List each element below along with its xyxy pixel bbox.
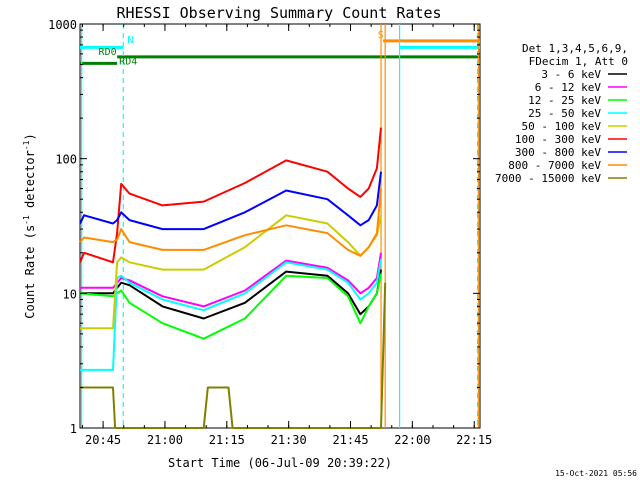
x-axis-label: Start Time (06-Jul-09 20:39:22): [168, 456, 392, 470]
legend-entry-label: 3 - 6 keV: [541, 68, 601, 81]
series-line: [80, 252, 382, 308]
series-line: [80, 258, 382, 371]
chart-title: RHESSI Observing Summary Count Rates: [116, 4, 441, 22]
x-tick-label: 21:30: [271, 433, 307, 447]
legend-header-line: FDecim 1, Att 0: [529, 55, 628, 68]
x-tick-label: 22:00: [394, 433, 430, 447]
legend-entry-label: 300 - 800 keV: [515, 146, 601, 159]
legend-entry-label: 25 - 50 keV: [528, 107, 601, 120]
instrument-markers: [80, 24, 480, 428]
annotation-label: RD0: [99, 47, 117, 58]
y-tick-label: 10: [63, 287, 77, 301]
y-axis-label-unit: detector: [23, 150, 37, 215]
legend: Det 1,3,4,5,6,9, FDecim 1, Att 0 3 - 6 k…: [495, 42, 628, 185]
legend-header-line: Det 1,3,4,5,6,9,: [522, 42, 628, 55]
y-tick-label: 100: [55, 153, 77, 167]
series-line: [79, 273, 382, 340]
y-axis-label-start: Count Rate (s: [23, 225, 37, 319]
legend-entry-label: 800 - 7000 keV: [508, 159, 601, 172]
x-tick-label: 22:15: [456, 433, 492, 447]
date-stamp: 15-Oct-2021 05:56: [555, 469, 637, 478]
legend-entry-label: 100 - 300 keV: [515, 133, 601, 146]
y-tick-label: 1000: [48, 18, 77, 32]
series-line: [79, 127, 382, 264]
annotation-label: N: [127, 35, 133, 46]
y-axis-label-exponent-1: -1: [22, 215, 31, 225]
legend-entry-label: 12 - 25 keV: [528, 94, 601, 107]
series-lines: [79, 127, 387, 429]
legend-entry-label: 6 - 12 keV: [535, 81, 602, 94]
legend-entry-label: 7000 - 15000 keV: [495, 172, 601, 185]
annotation-label: S: [378, 30, 384, 41]
x-tick-label: 20:45: [85, 433, 121, 447]
series-line: [79, 188, 382, 257]
annotation-label: RD4: [119, 57, 137, 68]
y-tick-label: 1: [70, 422, 77, 436]
y-axis-label: Count Rate (s-1 detector-1): [22, 133, 37, 318]
x-tick-label: 21:45: [332, 433, 368, 447]
x-axis: 20:45 21:00 21:15 21:30 21:45 22:00 22:15: [81, 24, 492, 447]
series-line: [80, 282, 387, 429]
y-axis-label-exponent-2: -1: [22, 140, 31, 150]
legend-entry-label: 50 - 100 keV: [522, 120, 602, 133]
y-axis-label-end: ): [23, 133, 37, 140]
series-line: [79, 171, 382, 231]
y-axis: 1 10 100 1000: [48, 18, 480, 436]
x-tick-label: 21:15: [209, 433, 245, 447]
x-tick-label: 21:00: [147, 433, 183, 447]
